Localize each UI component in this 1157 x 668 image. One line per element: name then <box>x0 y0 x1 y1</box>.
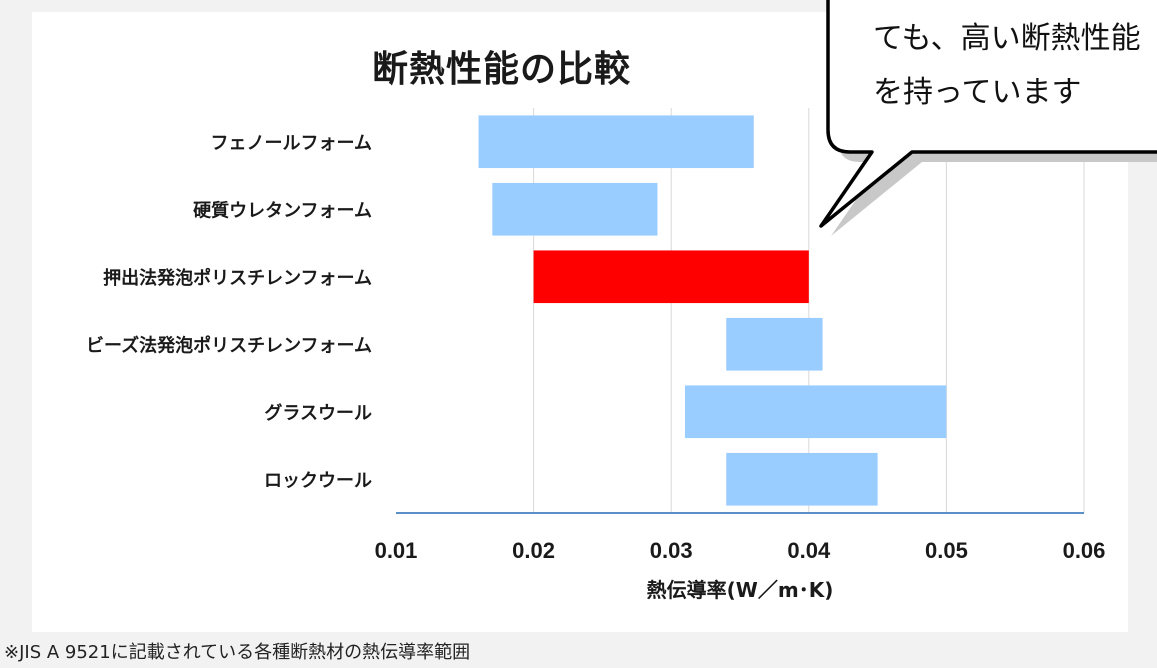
bar-2 <box>533 250 809 304</box>
footnote: ※JIS A 9521に記載されている各種断熱材の熱伝導率範囲 <box>4 642 471 663</box>
callout-line-2: を持っています <box>873 75 1082 110</box>
category-label: 押出法発泡ポリスチレンフォーム <box>103 267 372 289</box>
callout-line-1: ても、高い断熱性能 <box>873 21 1141 56</box>
category-label: 硬質ウレタンフォーム <box>193 199 372 221</box>
bar-5 <box>726 452 878 506</box>
bar-0 <box>478 115 754 169</box>
x-axis-label: 熱伝導率(W／m･K) <box>647 578 834 602</box>
category-label: フェノールフォーム <box>211 133 372 154</box>
x-tick-label: 0.03 <box>650 538 693 563</box>
chart-title: 断熱性能の比較 <box>372 49 632 90</box>
category-label: ロックウール <box>264 470 372 491</box>
x-tick-label: 0.05 <box>925 538 968 563</box>
x-tick-label: 0.02 <box>512 538 555 563</box>
bar-1 <box>492 182 658 236</box>
callout-text: ても、高い断熱性能 を持っています <box>873 12 1157 120</box>
x-tick-label: 0.01 <box>375 538 418 563</box>
bar-4 <box>684 385 947 439</box>
bar-3 <box>726 317 823 371</box>
x-tick-label: 0.04 <box>787 538 831 563</box>
category-label: ビーズ法発泡ポリスチレンフォーム <box>86 334 372 356</box>
category-label: グラスウール <box>264 402 372 424</box>
x-tick-label: 0.06 <box>1063 538 1106 563</box>
